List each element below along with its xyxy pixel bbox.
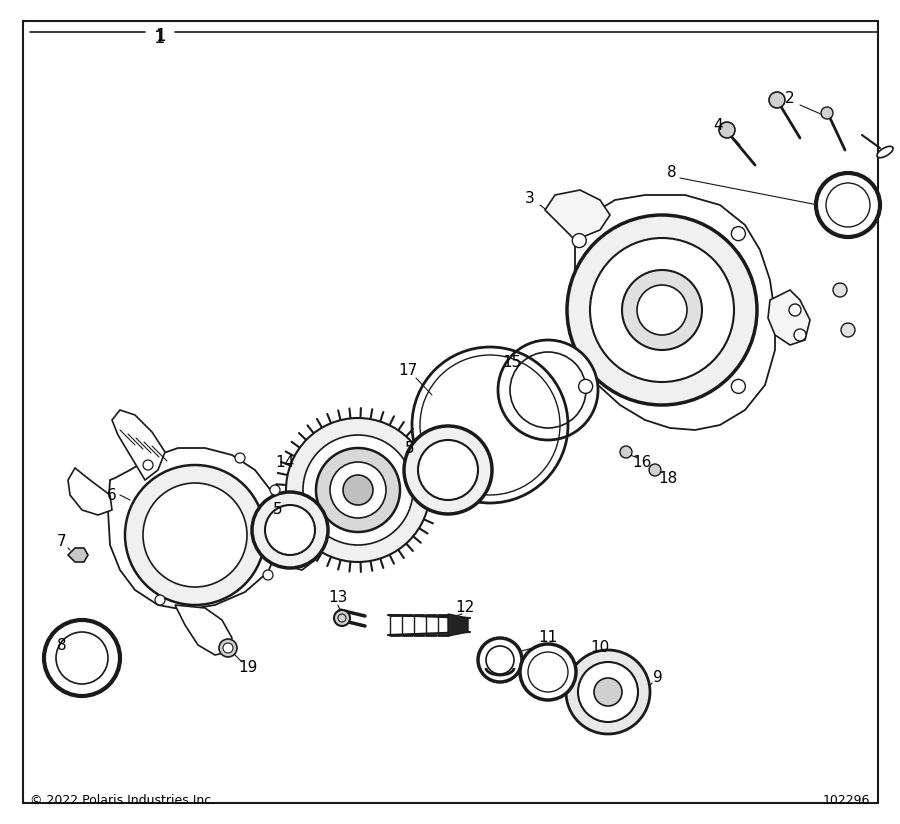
Circle shape xyxy=(566,650,650,734)
Polygon shape xyxy=(575,195,775,430)
Circle shape xyxy=(833,283,847,297)
Circle shape xyxy=(620,446,632,458)
Text: 102296: 102296 xyxy=(823,794,870,807)
Text: 11: 11 xyxy=(538,630,558,645)
Circle shape xyxy=(478,638,522,682)
Circle shape xyxy=(286,418,430,562)
Text: 3: 3 xyxy=(525,190,535,205)
Circle shape xyxy=(330,462,386,518)
Circle shape xyxy=(794,329,806,341)
Circle shape xyxy=(155,595,165,605)
Circle shape xyxy=(270,485,280,495)
Circle shape xyxy=(343,475,373,505)
Text: 19: 19 xyxy=(238,661,257,676)
Circle shape xyxy=(334,610,350,626)
Circle shape xyxy=(510,352,586,428)
Text: 8: 8 xyxy=(58,638,67,653)
Text: 7: 7 xyxy=(58,535,67,550)
Text: 5: 5 xyxy=(405,441,415,456)
Circle shape xyxy=(235,453,245,463)
Circle shape xyxy=(263,570,273,580)
Text: 12: 12 xyxy=(455,601,474,616)
Circle shape xyxy=(821,107,833,119)
Circle shape xyxy=(252,492,328,568)
Circle shape xyxy=(841,323,855,337)
Circle shape xyxy=(219,639,237,657)
Circle shape xyxy=(418,440,478,500)
Text: 1: 1 xyxy=(155,27,166,45)
Polygon shape xyxy=(68,548,88,562)
Text: 1: 1 xyxy=(154,29,166,47)
Circle shape xyxy=(528,652,568,692)
Text: 9: 9 xyxy=(653,671,663,686)
Circle shape xyxy=(303,435,413,545)
Circle shape xyxy=(579,379,592,393)
Circle shape xyxy=(622,270,702,350)
Circle shape xyxy=(498,340,598,440)
Circle shape xyxy=(572,233,586,247)
Circle shape xyxy=(520,644,576,700)
Text: 8: 8 xyxy=(667,165,677,180)
Text: © 2022 Polaris Industries Inc.: © 2022 Polaris Industries Inc. xyxy=(30,794,215,807)
Circle shape xyxy=(826,183,870,227)
Circle shape xyxy=(56,632,108,684)
Text: 17: 17 xyxy=(399,363,418,377)
Circle shape xyxy=(223,643,233,653)
Circle shape xyxy=(486,646,514,674)
Circle shape xyxy=(816,173,880,237)
Text: 10: 10 xyxy=(590,640,609,656)
Polygon shape xyxy=(448,614,468,636)
Circle shape xyxy=(567,215,757,405)
Text: 2: 2 xyxy=(785,91,795,105)
Ellipse shape xyxy=(877,147,893,157)
Circle shape xyxy=(637,285,687,335)
Circle shape xyxy=(143,483,247,587)
Circle shape xyxy=(732,227,745,241)
Polygon shape xyxy=(545,190,610,240)
Polygon shape xyxy=(68,468,112,515)
Text: 5: 5 xyxy=(274,503,283,517)
Circle shape xyxy=(265,505,315,555)
Polygon shape xyxy=(112,410,165,480)
Circle shape xyxy=(769,92,785,108)
Text: 16: 16 xyxy=(633,455,652,470)
Text: 14: 14 xyxy=(275,455,294,470)
Circle shape xyxy=(590,238,734,382)
Circle shape xyxy=(125,465,265,605)
Circle shape xyxy=(649,464,661,476)
Circle shape xyxy=(594,678,622,706)
Circle shape xyxy=(789,304,801,316)
Polygon shape xyxy=(768,290,810,345)
Text: 13: 13 xyxy=(328,591,347,606)
Circle shape xyxy=(404,426,492,514)
Circle shape xyxy=(44,620,120,696)
Polygon shape xyxy=(175,605,232,655)
Polygon shape xyxy=(108,448,280,610)
Circle shape xyxy=(719,122,735,138)
Circle shape xyxy=(732,379,745,393)
Text: 4: 4 xyxy=(713,118,723,133)
Text: 15: 15 xyxy=(502,354,522,369)
Text: 6: 6 xyxy=(107,488,117,503)
Circle shape xyxy=(316,448,400,532)
Circle shape xyxy=(578,662,638,722)
Polygon shape xyxy=(270,530,318,570)
Circle shape xyxy=(143,460,153,470)
Text: 18: 18 xyxy=(659,471,678,485)
